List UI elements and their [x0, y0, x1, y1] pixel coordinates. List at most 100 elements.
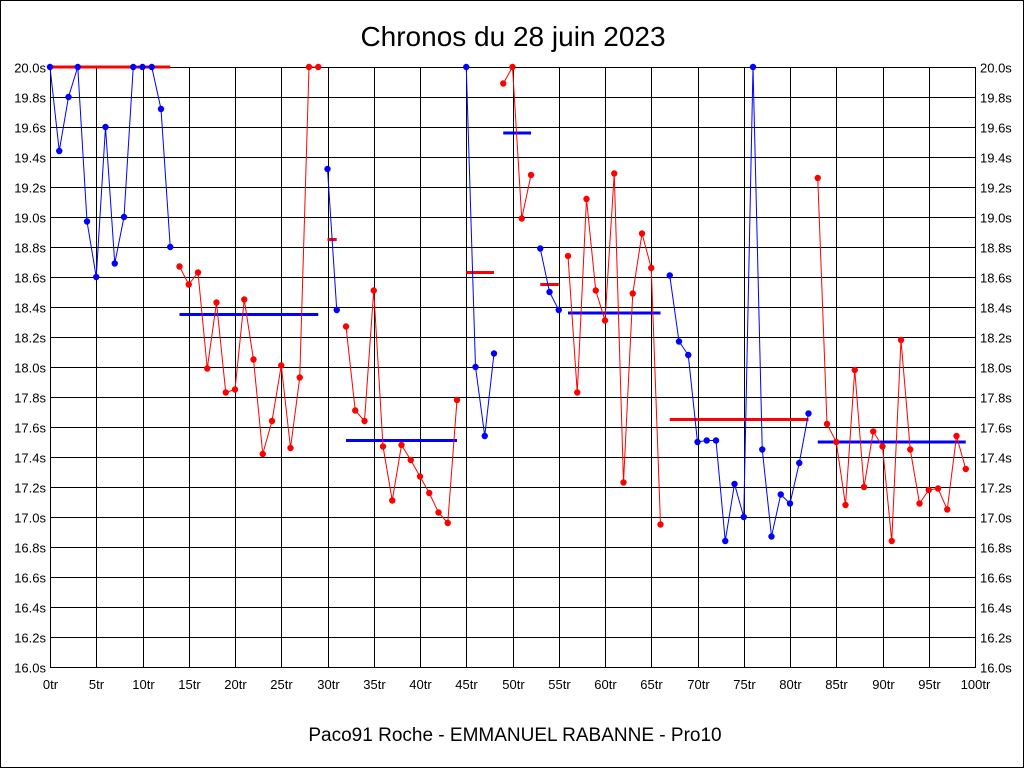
data-point [231, 386, 239, 393]
series-line [465, 66, 495, 437]
data-point [241, 296, 248, 303]
data-point [361, 417, 368, 425]
data-point [426, 489, 433, 497]
data-point [111, 260, 118, 267]
data-point [777, 491, 784, 498]
data-point [453, 396, 461, 404]
x-tick-label: 85tr [825, 677, 848, 692]
y-tick-label-right: 17.2s [980, 481, 1012, 496]
data-point [518, 215, 525, 222]
x-tick-label: 30tr [317, 677, 340, 692]
y-tick-label-left: 16.2s [14, 631, 46, 646]
data-point [870, 428, 877, 435]
data-point [120, 213, 128, 221]
data-point [796, 459, 803, 467]
y-tick-label-right: 17.4s [980, 451, 1012, 466]
y-tick-label-left: 19.2s [14, 181, 46, 196]
x-tick-label: 40tr [409, 677, 432, 692]
data-point [167, 243, 174, 251]
data-point [194, 269, 202, 276]
data-point [176, 263, 183, 270]
series-line [817, 177, 967, 542]
data-point [666, 272, 673, 279]
y-tick-label-left: 18.0s [14, 361, 46, 376]
y-tick-label-right: 19.2s [980, 181, 1012, 196]
data-point [703, 437, 710, 444]
data-point [370, 287, 377, 294]
data-point [305, 63, 313, 71]
data-point [888, 537, 895, 545]
data-point [416, 473, 424, 480]
data-point [342, 323, 350, 330]
data-point [352, 407, 359, 414]
grid-layer [50, 67, 976, 668]
y-tick-label-right: 17.6s [980, 421, 1012, 436]
data-point [694, 438, 701, 446]
data-point [907, 446, 914, 453]
data-point [675, 338, 683, 345]
data-point [555, 306, 562, 314]
data-point [953, 432, 960, 440]
data-point [685, 351, 692, 359]
y-tick-label-left: 16.0s [14, 661, 46, 676]
data-point [398, 441, 405, 449]
data-point [759, 446, 766, 453]
y-tick-label-right: 19.4s [980, 151, 1012, 166]
data-point [139, 63, 146, 71]
series-line [179, 66, 319, 455]
average-lines [50, 65, 966, 444]
y-tick-label-right: 16.4s [980, 601, 1012, 616]
data-point [916, 500, 923, 507]
chart-title: Chronos du 28 juin 2023 [360, 21, 665, 52]
data-point [842, 501, 849, 509]
data-point [130, 63, 137, 71]
data-point [463, 63, 470, 71]
data-point [490, 350, 498, 357]
x-tick-label: 20tr [224, 677, 247, 692]
data-point [823, 420, 831, 428]
data-point [65, 93, 72, 101]
x-tick-label: 95tr [918, 677, 941, 692]
x-tick-label: 50tr [502, 677, 525, 692]
data-point [740, 513, 747, 521]
data-point [620, 479, 627, 486]
data-point [925, 486, 932, 494]
data-point [287, 444, 294, 452]
series-line [345, 290, 458, 525]
data-point [83, 218, 91, 225]
data-point [749, 63, 757, 71]
data-point [537, 245, 544, 252]
y-tick-label-left: 17.6s [14, 421, 46, 436]
y-tick-label-left: 18.4s [14, 301, 46, 316]
y-tick-label-left: 17.0s [14, 511, 46, 526]
series-line [502, 65, 532, 219]
data-point [213, 299, 220, 306]
data-point [601, 317, 609, 324]
y-tick-label-right: 18.6s [980, 271, 1012, 286]
data-point [296, 374, 303, 381]
y-tick-label-right: 19.0s [980, 211, 1012, 226]
series-line [669, 66, 809, 542]
x-tick-label: 60tr [594, 677, 617, 692]
data-point [805, 410, 812, 417]
y-tick-label-left: 18.8s [14, 241, 46, 256]
data-point [102, 123, 109, 131]
y-tick-label-right: 17.8s [980, 391, 1012, 406]
y-tick-label-right: 19.6s [980, 121, 1012, 136]
series-line [539, 248, 560, 311]
y-tick-label-right: 18.2s [980, 331, 1012, 346]
y-tick-label-left: 16.8s [14, 541, 46, 556]
y-tick-label-right: 16.2s [980, 631, 1012, 646]
data-point [333, 306, 340, 314]
y-tick-label-left: 18.2s [14, 331, 46, 346]
x-tick-label: 35tr [363, 677, 386, 692]
data-point [897, 336, 905, 344]
data-point [324, 165, 331, 173]
x-tick-label: 5tr [89, 677, 105, 692]
data-point [259, 450, 266, 458]
data-point [592, 287, 599, 294]
data-point [712, 437, 720, 444]
y-tick-label-right: 18.8s [980, 241, 1012, 256]
